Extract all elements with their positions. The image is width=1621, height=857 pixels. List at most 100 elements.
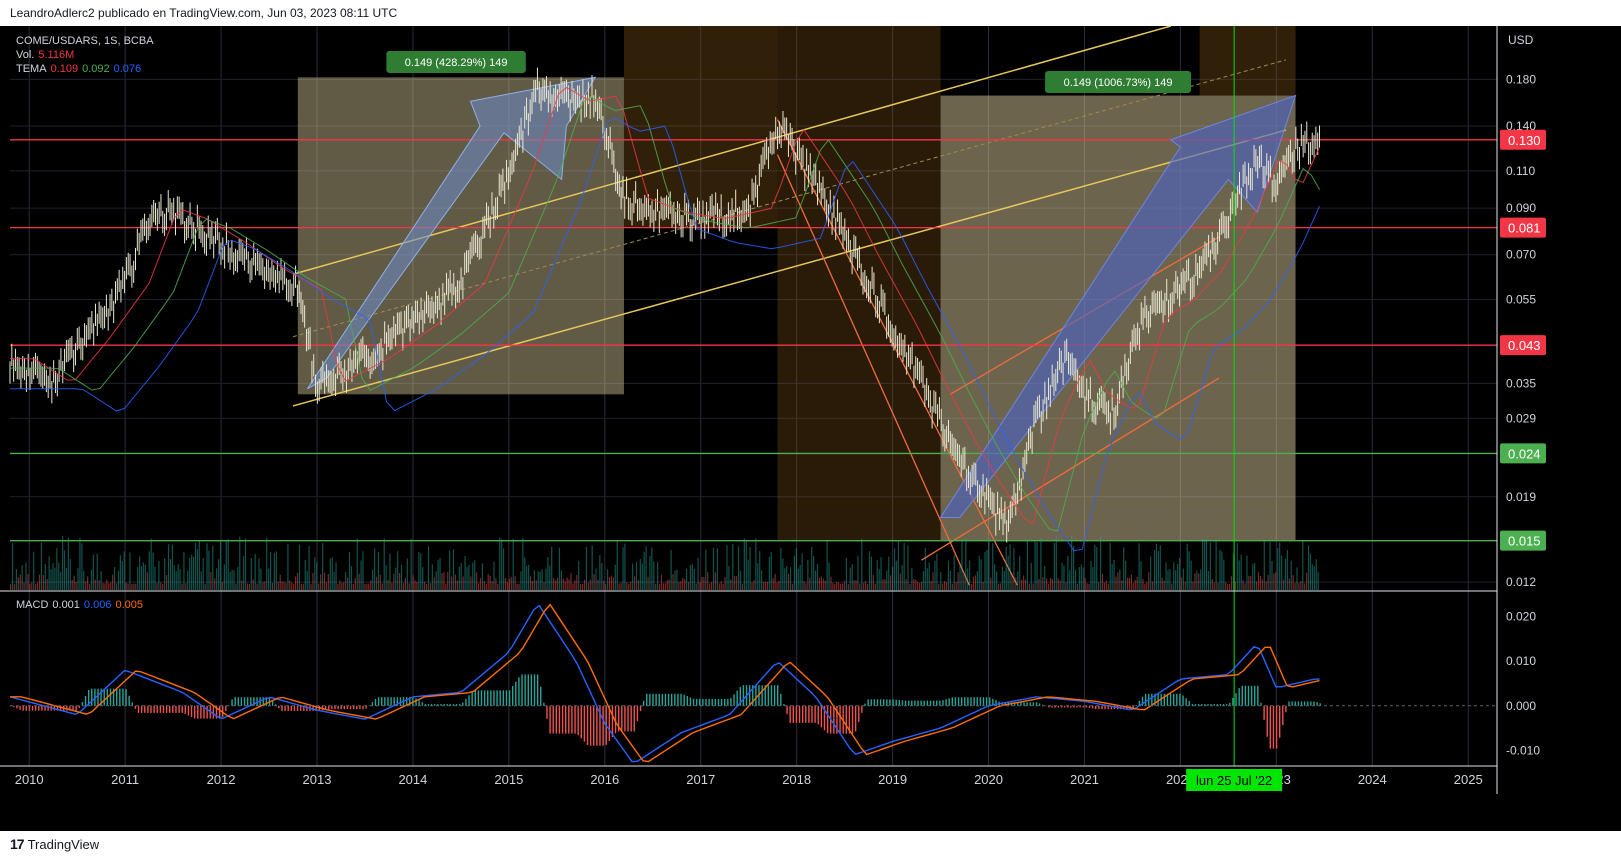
volume-bar	[158, 560, 160, 590]
volume-bar	[429, 583, 432, 590]
volume-bar	[48, 556, 50, 590]
volume-bar	[499, 537, 501, 590]
macd-histogram-bar	[1210, 704, 1212, 706]
volume-bar	[88, 583, 91, 590]
volume-bar	[387, 579, 389, 590]
volume-bar	[1047, 583, 1050, 590]
measure-label-2-bg	[1045, 71, 1192, 93]
x-tick-label: 2013	[303, 772, 332, 787]
volume-bar	[522, 537, 524, 590]
volume-bar	[1036, 542, 1038, 590]
volume-bar	[595, 568, 597, 590]
x-tick-label: 2016	[590, 772, 619, 787]
macd-histogram-bar	[761, 685, 763, 706]
macd-histogram-bar	[324, 705, 327, 710]
volume-bar	[29, 583, 31, 590]
macd-histogram-bar	[299, 705, 302, 711]
macd-histogram-bar	[515, 681, 517, 706]
macd-histogram-bar	[627, 705, 629, 732]
volume-bar	[895, 560, 898, 590]
volume-bar	[845, 557, 847, 590]
volume-bar	[888, 556, 890, 590]
price-level-tag-bg	[1500, 443, 1546, 464]
volume-bar	[585, 546, 588, 590]
volume-bar	[972, 576, 975, 590]
volume-bar	[1257, 572, 1260, 590]
volume-bar	[1261, 579, 1263, 590]
macd-histogram-bar	[957, 697, 960, 706]
chart-svg[interactable]: 0.149 (428.29%) 149 0.149 (1006.73%) 149 U…	[0, 26, 1621, 831]
volume-bar	[714, 572, 717, 590]
macd-histogram-bar	[1082, 705, 1084, 708]
volume-bar	[926, 568, 928, 590]
price-level-tag-bg	[1500, 217, 1546, 238]
x-tick-label: 2024	[1358, 772, 1387, 787]
volume-bar	[886, 570, 888, 590]
volume-bar	[728, 565, 730, 590]
macd-histogram-bar	[970, 697, 972, 706]
macd-histogram-bar	[989, 697, 991, 706]
volume-bar	[1267, 574, 1269, 590]
volume-bar	[83, 570, 85, 590]
x-tick-label: 2010	[15, 772, 44, 787]
volume-bar	[375, 576, 378, 590]
volume-bar	[907, 545, 909, 590]
macd-histogram-bar	[415, 698, 417, 706]
macd-histogram-bar	[630, 705, 632, 732]
volume-bar	[1209, 542, 1211, 590]
macd-value-3: 0.005	[115, 599, 143, 611]
volume-bar	[514, 576, 516, 590]
symbol-label[interactable]: COME/USDARS, 1S, BCBA	[16, 35, 154, 47]
macd-histogram-bar	[851, 705, 854, 734]
volume-bar	[416, 581, 418, 590]
tema-value-3: 0.076	[113, 63, 142, 75]
macd-histogram-bar	[658, 693, 660, 706]
volume-bar	[17, 577, 19, 590]
macd-histogram-bar	[197, 705, 199, 719]
macd-histogram-bar	[144, 705, 146, 713]
signal-line	[10, 603, 1320, 763]
macd-histogram-bar	[867, 699, 869, 706]
macd-histogram-bar	[599, 705, 601, 746]
volume-bar	[75, 582, 77, 590]
macd-histogram-bar	[281, 705, 283, 711]
macd-histogram-bar	[340, 705, 342, 710]
volume-bar	[1227, 583, 1229, 590]
volume-bar	[1171, 583, 1173, 590]
volume-bar	[564, 581, 566, 590]
volume-bar	[1146, 582, 1148, 590]
x-tick-label: 2020	[974, 772, 1003, 787]
macd-histogram-bar	[611, 705, 614, 738]
channel-mid-yellow	[292, 59, 1287, 338]
macd-histogram-bar	[203, 705, 205, 719]
macd-histogram-bar	[1154, 693, 1156, 706]
macd-histogram-bar	[346, 705, 349, 710]
macd-histogram-bar	[112, 688, 115, 706]
volume-bar	[481, 563, 484, 590]
volume-bar	[400, 565, 403, 590]
measure-label-2: 0.149 (1006.73%) 149	[1064, 77, 1173, 89]
volume-bar	[612, 577, 614, 590]
volume-bar	[40, 542, 43, 590]
volume-bar	[314, 557, 316, 590]
volume-bar	[493, 561, 495, 590]
volume-bar	[11, 543, 14, 590]
macd-histogram-bar	[437, 704, 439, 706]
volume-bar	[373, 548, 376, 590]
volume-bar	[922, 571, 925, 590]
macd-histogram-bar	[100, 688, 102, 706]
macd-histogram-bar	[1017, 702, 1019, 706]
volume-bar	[770, 551, 772, 590]
macd-histogram-bar	[343, 705, 346, 710]
macd-histogram-bar	[518, 677, 520, 706]
volume-bar	[1061, 562, 1063, 590]
macd-histogram-bar	[190, 705, 193, 717]
macd-histogram-bar	[764, 685, 766, 706]
volume-bar	[736, 575, 738, 590]
macd-histogram-bar	[328, 705, 330, 710]
volume-bar	[73, 575, 75, 590]
volume-bar	[431, 564, 433, 590]
volume-bar	[1313, 565, 1315, 590]
chart-area[interactable]: 0.149 (428.29%) 149 0.149 (1006.73%) 149 U…	[0, 26, 1621, 831]
macd-histogram-bar	[1288, 701, 1290, 706]
